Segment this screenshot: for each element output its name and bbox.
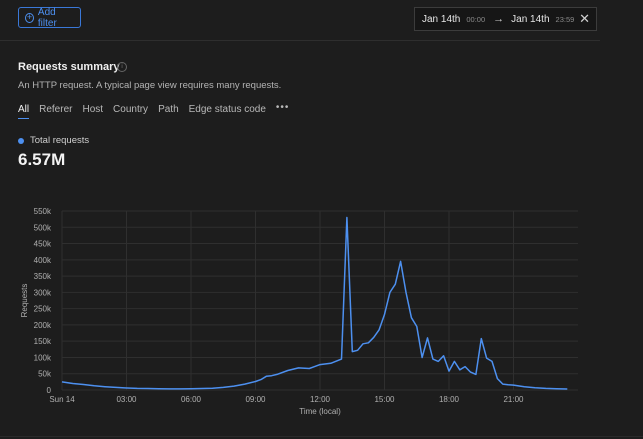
card-title: Requests summary [18, 61, 120, 73]
add-filter-label: Add filter [37, 6, 57, 29]
x-axis-label: Time (local) [299, 407, 341, 416]
y-tick-label: 400k [34, 256, 52, 265]
y-tick-label: 50k [38, 370, 52, 379]
card-description: An HTTP request. A typical page view req… [18, 80, 282, 91]
y-tick-label: 100k [34, 353, 52, 362]
x-tick-label: 06:00 [181, 395, 202, 404]
info-icon[interactable]: i [117, 62, 127, 72]
divider [0, 40, 600, 41]
more-icon[interactable]: ••• [275, 102, 290, 113]
tab-all[interactable]: All [18, 104, 30, 119]
y-tick-label: 250k [34, 305, 52, 314]
x-tick-label: 15:00 [374, 395, 395, 404]
y-tick-label: 450k [34, 240, 52, 249]
tab-bar: All Referer Host Country Path Edge statu… [18, 102, 290, 119]
x-tick-label: Sun 14 [49, 395, 75, 404]
x-tick-label: 18:00 [439, 395, 460, 404]
y-tick-label: 300k [34, 288, 52, 297]
chart-legend: Total requests [18, 135, 89, 146]
legend-dot-icon [18, 137, 24, 144]
x-tick-label: 21:00 [503, 395, 524, 404]
series-line-total-requests [61, 216, 568, 390]
legend-label: Total requests [30, 135, 90, 146]
y-tick-label: 150k [34, 337, 52, 346]
tab-country[interactable]: Country [113, 104, 149, 115]
tab-host[interactable]: Host [82, 104, 104, 115]
date-range-picker[interactable]: Jan 14th 00:00 → Jan 14th 23:59 ✕ [414, 7, 597, 31]
y-tick-label: 350k [34, 272, 52, 281]
bottom-divider [0, 436, 643, 437]
top-bar: + Add filter Jan 14th 00:00 → Jan 14th 2… [0, 0, 643, 40]
x-tick-label: 09:00 [245, 395, 266, 404]
x-tick-label: 03:00 [116, 395, 137, 404]
total-requests-value: 6.57M [18, 150, 66, 169]
start-date: Jan 14th [422, 13, 461, 25]
arrow-right-icon: → [493, 13, 505, 25]
end-time: 23:59 [555, 14, 575, 24]
y-tick-label: 550k [34, 207, 52, 216]
y-tick-label: 0 [47, 386, 52, 395]
y-tick-label: 200k [34, 321, 52, 330]
add-filter-button[interactable]: + Add filter [18, 6, 81, 29]
tab-referer[interactable]: Referer [39, 104, 73, 115]
close-icon[interactable]: ✕ [579, 11, 590, 26]
y-tick-label: 500k [34, 223, 52, 232]
end-date: Jan 14th [511, 13, 550, 25]
start-time: 00:00 [466, 14, 486, 24]
x-tick-label: 12:00 [310, 395, 331, 404]
requests-chart: 0 50k 100k 150k 200k 250k 300k 350k 400k 450k 500k… [20, 207, 578, 416]
tab-edge-status-code[interactable]: Edge status code [188, 104, 266, 115]
tab-path[interactable]: Path [158, 104, 179, 115]
plus-icon: + [25, 12, 34, 23]
y-axis-label: Requests [20, 284, 29, 318]
